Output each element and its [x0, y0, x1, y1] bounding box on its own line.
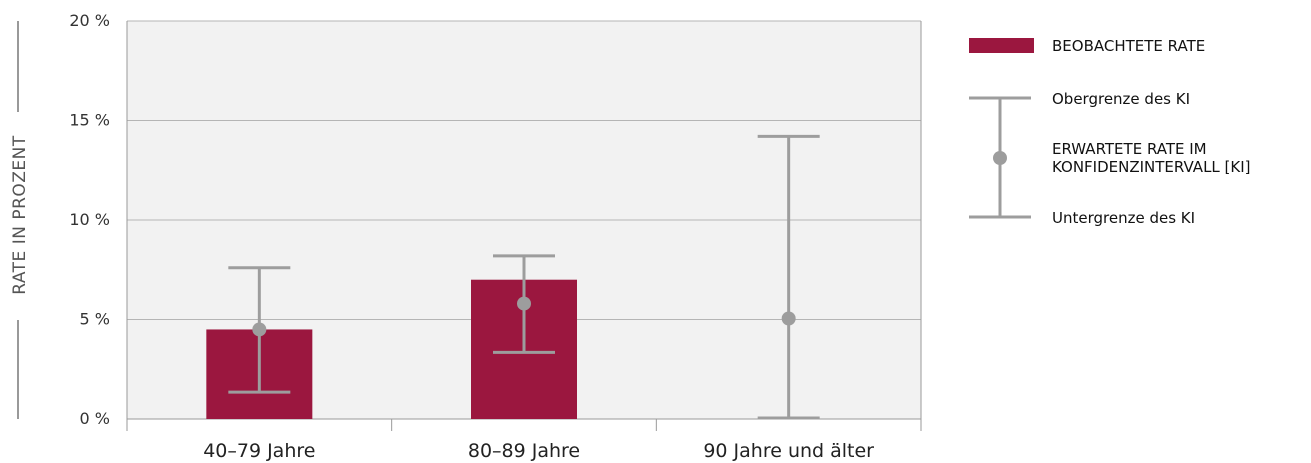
legend: BEOBACHTETE RATE Obergrenze des KI ERWAR… [969, 37, 1251, 227]
error-bars [228, 134, 820, 420]
legend-upper-label: Obergrenze des KI [1052, 90, 1190, 108]
legend-expected-label-2: KONFIDENZINTERVALL [KI] [1052, 158, 1251, 176]
x-tick-label-0: 40–79 Jahre [203, 440, 315, 462]
y-tick-label-10: 10 % [69, 210, 110, 229]
expected-marker-0 [252, 322, 267, 337]
x-tick-label-1: 80–89 Jahre [468, 440, 580, 462]
expected-marker-1 [517, 296, 531, 311]
x-axis: 40–79 Jahre 80–89 Jahre 90 Jahre und älter [126, 419, 922, 462]
y-tick-labels: 0 % 5 % 10 % 15 % 20 % [69, 11, 110, 428]
legend-bar-label: BEOBACHTETE RATE [1052, 37, 1205, 55]
y-tick-label-0: 0 % [80, 409, 110, 428]
y-tick-label-20: 20 % [69, 11, 110, 30]
y-axis-label-group: RATE IN PROZENT [10, 21, 30, 419]
y-tick-label-15: 15 % [69, 111, 110, 130]
x-tick-label-2: 90 Jahre und älter [703, 440, 874, 462]
legend-lower-label: Untergrenze des KI [1052, 209, 1195, 227]
y-tick-label-5: 5 % [80, 310, 110, 329]
legend-expected-label-1: ERWARTETE RATE IM [1052, 140, 1207, 158]
legend-expected-marker [993, 151, 1007, 165]
expected-marker-2 [781, 311, 796, 326]
legend-bar-swatch [969, 38, 1034, 53]
y-axis-label: RATE IN PROZENT [10, 135, 30, 295]
